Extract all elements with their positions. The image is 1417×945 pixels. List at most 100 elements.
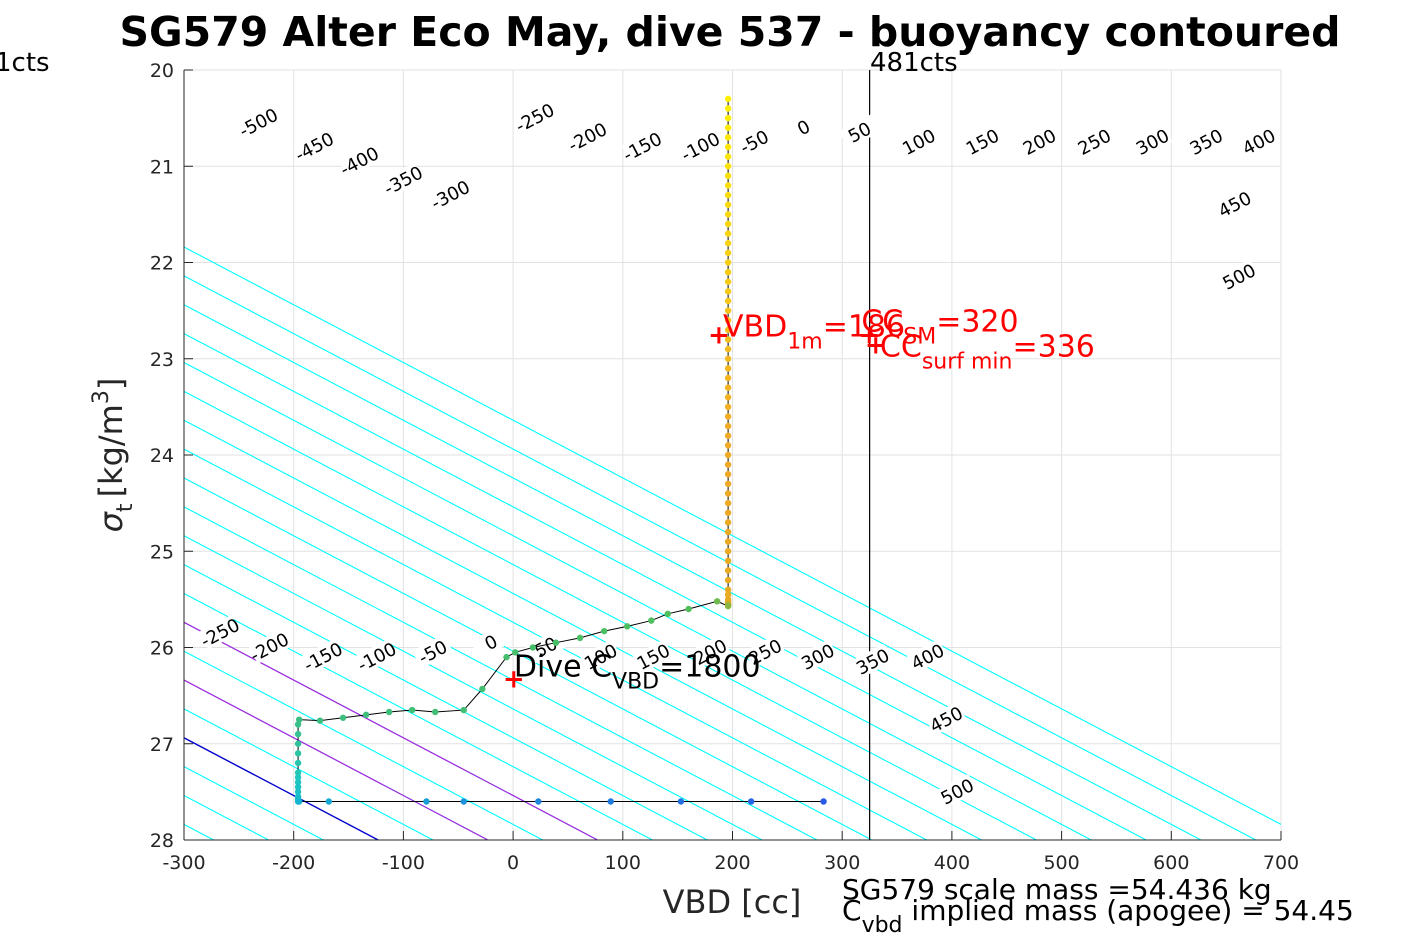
y-tick-label: 25 (150, 541, 174, 563)
profile-point (724, 114, 732, 122)
profile-point (724, 220, 732, 228)
profile-point (295, 798, 303, 805)
profile-point (724, 355, 732, 362)
x-tick-label: -100 (382, 852, 425, 874)
contour-label-bg (513, 100, 556, 135)
profile-point (724, 557, 732, 565)
profile-point (724, 345, 732, 353)
contour-label-bg (744, 634, 786, 669)
x-tick-label: 100 (605, 852, 641, 874)
y-tick-label: 24 (150, 445, 174, 467)
profile-point (294, 740, 302, 747)
profile-point (294, 774, 302, 781)
contour-label-group: 0 (782, 109, 824, 145)
contour-label-bg (237, 104, 279, 140)
buoyancy-contour-line (184, 448, 927, 840)
annotation-dive: Dive CVBD=1800 (514, 649, 761, 694)
profile-point (724, 602, 732, 610)
x-axis-label: VBD [cc] (663, 883, 802, 921)
annotations: +VBD1m=186+CCSM=320+CCsurf min=336+Dive … (503, 305, 1095, 695)
profile-point (724, 576, 732, 584)
profile-point (724, 278, 732, 285)
profile-point (724, 249, 732, 257)
profile-point (623, 623, 631, 630)
contour-label-bg (679, 128, 721, 164)
contour-label-bg (382, 162, 424, 198)
x-tick-label: -200 (272, 852, 315, 874)
annotation-ccsm: CCSM=320 (861, 305, 1018, 350)
contour-label-group: 0 (470, 624, 512, 660)
profile-point (724, 499, 732, 507)
profile-point (724, 519, 732, 526)
profile-point (724, 394, 732, 401)
profile-point (724, 548, 732, 555)
contour-label-bg (782, 109, 824, 145)
contour-label-bg (1218, 258, 1260, 294)
buoyancy-contour-line (184, 708, 434, 840)
profile-point (724, 374, 732, 382)
profile-point (724, 230, 732, 237)
profile-point (724, 432, 732, 439)
profile-point (724, 172, 732, 180)
profile-point (724, 134, 732, 141)
contour-label-bg (906, 639, 948, 674)
y-axis-label: σt[kg/m3] (89, 378, 138, 533)
profile-point (677, 798, 685, 805)
profile-point (724, 307, 732, 314)
profile-point (294, 759, 302, 767)
contour-label-bg (1018, 124, 1060, 159)
contour-label-bg (411, 634, 454, 669)
y-tick-label: 27 (150, 734, 174, 756)
contour-label-bg (733, 124, 775, 159)
profile-point (724, 297, 732, 305)
profile-point (294, 730, 302, 738)
profile-point (325, 798, 333, 805)
profile-point (724, 451, 732, 459)
buoyancy-contour-line (184, 650, 543, 840)
buoyancy-contour-line (184, 419, 982, 840)
contour-label-group: 350 (851, 643, 893, 680)
profile-point (294, 769, 302, 776)
x-tick-label: 600 (1153, 852, 1189, 874)
profile-point (529, 644, 537, 651)
contour-label-bg (838, 114, 880, 149)
contour-label-bg (897, 124, 940, 159)
profile-point (820, 798, 827, 805)
profile-point (460, 798, 467, 805)
contour-label-bg (797, 639, 839, 674)
profile-point (724, 336, 732, 343)
contour-label-bg (293, 128, 335, 164)
profile-point (607, 798, 614, 805)
profile-point (724, 471, 732, 478)
contour-label-bg (1131, 124, 1173, 159)
magenta-contour-line (184, 679, 489, 840)
contour-label-bg (338, 143, 380, 178)
profile-point (724, 490, 732, 497)
buoyancy-contour-line (184, 333, 1147, 840)
profile-point (295, 716, 303, 723)
profile-point (385, 708, 393, 716)
y-tick-label: 28 (150, 830, 174, 852)
profile-point (724, 163, 732, 170)
profile-point (724, 153, 732, 160)
profile-point (724, 95, 732, 103)
profile-point (724, 442, 732, 449)
profile-point (503, 653, 510, 661)
profile-point (724, 538, 732, 545)
x-tick-label: -300 (162, 852, 205, 874)
profile-point (724, 403, 732, 411)
profile-point (724, 211, 732, 218)
profile-point (339, 714, 347, 721)
profile-point (685, 605, 692, 613)
profile-point (713, 598, 721, 605)
profile-point (408, 706, 416, 714)
buoyancy-contour-line (184, 506, 818, 840)
chart-title: SG579 Alter Eco May, dive 537 - buoyancy… (119, 8, 1340, 56)
profile-point (724, 201, 732, 208)
x-tick-label: 300 (824, 852, 860, 874)
vertical-line-label: 481cts (870, 48, 958, 78)
profile-point (362, 711, 370, 719)
profile-point (724, 288, 732, 295)
y-tick-label: 20 (150, 60, 174, 82)
annotation-ccsurf: CCsurf min=336 (880, 329, 1095, 374)
